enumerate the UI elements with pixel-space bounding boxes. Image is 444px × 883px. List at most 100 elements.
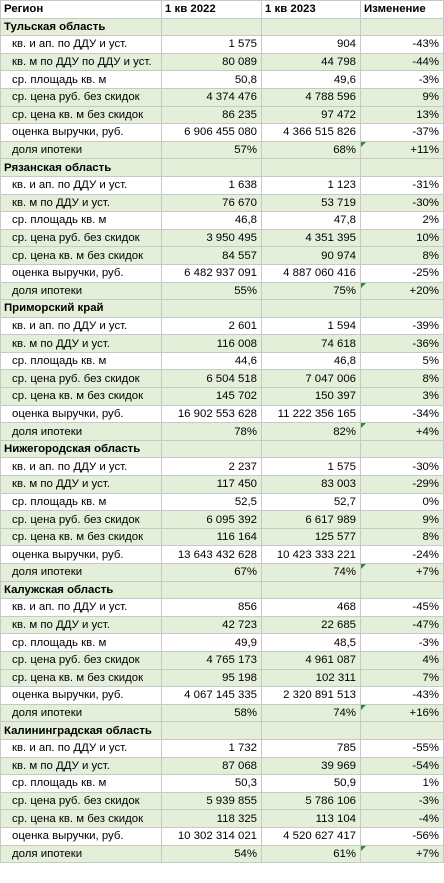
value-q1-2022: 3 950 495: [161, 228, 262, 248]
value-change: 5%: [360, 351, 444, 371]
metric-label: кв. м по ДДУ и уст.: [0, 475, 162, 494]
value-q1-2023: 75%: [261, 281, 361, 301]
value-change: -4%: [360, 809, 444, 828]
value-q1-2023: 74%: [261, 563, 361, 582]
empty-cell: [261, 439, 361, 459]
value-q1-2022: 10 302 314 021: [161, 826, 262, 846]
value-change: -36%: [360, 334, 444, 353]
value-change: 8%: [360, 246, 444, 265]
metric-label: ср. цена кв. м без скидок: [0, 246, 162, 265]
value-q1-2022: 52,5: [161, 492, 262, 512]
value-q1-2023: 61%: [261, 844, 361, 864]
value-q1-2022: 1 575: [161, 35, 262, 54]
metric-label: ср. цена кв. м без скидок: [0, 105, 162, 125]
value-q1-2022: 856: [161, 598, 262, 617]
value-change: 9%: [360, 510, 444, 529]
value-q1-2023: 68%: [261, 140, 361, 160]
value-q1-2023: 6 617 989: [261, 510, 361, 529]
value-q1-2022: 57%: [161, 140, 262, 160]
value-q1-2022: 86 235: [161, 105, 262, 125]
metric-label: ср. площадь кв. м: [0, 70, 162, 89]
value-change: +7%: [360, 563, 444, 582]
value-change: -24%: [360, 545, 444, 564]
table-row: кв. м по ДДУ и уст. 42 723 22 685 -47%: [0, 615, 444, 635]
value-q1-2023: 11 222 356 165: [261, 404, 361, 424]
value-q1-2022: 116 008: [161, 334, 262, 353]
metric-label: кв. и ап. по ДДУ и уст.: [0, 175, 162, 195]
value-q1-2023: 39 969: [261, 756, 361, 776]
empty-cell: [261, 17, 361, 37]
metric-label: ср. площадь кв. м: [0, 633, 162, 652]
value-change: +11%: [360, 140, 444, 160]
empty-cell: [360, 17, 444, 37]
metric-label: ср. цена руб. без скидок: [0, 228, 162, 248]
metric-label: ср. цена кв. м без скидок: [0, 387, 162, 406]
value-change: 1%: [360, 774, 444, 793]
metric-label: ср. цена кв. м без скидок: [0, 668, 162, 688]
region-row: Приморский край: [0, 299, 444, 318]
table-row: доля ипотеки 54% 61% +7%: [0, 844, 444, 864]
table-row: оценка выручки, руб. 4 067 145 335 2 320 8…: [0, 686, 444, 705]
table-row: кв. м по ДДУ и уст. 87 068 39 969 -54%: [0, 756, 444, 776]
value-q1-2022: 16 902 553 628: [161, 404, 262, 424]
value-q1-2022: 95 198: [161, 668, 262, 688]
value-q1-2023: 53 719: [261, 193, 361, 213]
table-row: ср. площадь кв. м 49,9 48,5 -3%: [0, 633, 444, 652]
value-change: -30%: [360, 193, 444, 213]
value-q1-2022: 78%: [161, 422, 262, 441]
value-change: -56%: [360, 826, 444, 846]
metric-label: ср. площадь кв. м: [0, 492, 162, 512]
value-q1-2022: 42 723: [161, 615, 262, 635]
value-q1-2023: 4 961 087: [261, 650, 361, 670]
value-q1-2022: 13 643 432 628: [161, 545, 262, 564]
metric-label: кв. м по ДДУ и уст.: [0, 193, 162, 213]
table-row: оценка выручки, руб. 10 302 314 021 4 520 …: [0, 826, 444, 846]
table-row: доля ипотеки 57% 68% +11%: [0, 140, 444, 160]
table-row: оценка выручки, руб. 6 906 455 080 4 366 5…: [0, 123, 444, 142]
table-row: ср. цена кв. м без скидок 84 557 90 974 8%: [0, 246, 444, 265]
empty-cell: [360, 299, 444, 318]
empty-cell: [261, 158, 361, 177]
table-row: ср. цена кв. м без скидок 118 325 113 104-…: [0, 809, 444, 828]
value-change: 8%: [360, 527, 444, 547]
metric-label: кв. м по ДДУ по ДДУ и уст.: [0, 52, 162, 72]
value-change: -44%: [360, 52, 444, 72]
metric-label: ср. цена руб. без скидок: [0, 791, 162, 811]
value-q1-2022: 4 067 145 335: [161, 686, 262, 705]
value-q1-2022: 6 482 937 091: [161, 263, 262, 283]
table-row: ср. цена руб. без скидок 6 095 392 6 617 9…: [0, 510, 444, 529]
value-change: 4%: [360, 650, 444, 670]
metric-label: ср. площадь кв. м: [0, 211, 162, 230]
header-q1-2023: 1 кв 2023: [261, 0, 361, 19]
table-row: ср. цена кв. м без скидок 116 164 125 577 8…: [0, 527, 444, 547]
metric-label: доля ипотеки: [0, 703, 162, 723]
value-q1-2023: 468: [261, 598, 361, 617]
value-q1-2023: 1 594: [261, 316, 361, 336]
table-row: ср. цена кв. м без скидок 86 235 97 472 13%: [0, 105, 444, 125]
table-row: доля ипотеки 67% 74% +7%: [0, 563, 444, 582]
empty-cell: [360, 439, 444, 459]
value-q1-2022: 2 237: [161, 457, 262, 477]
value-q1-2023: 22 685: [261, 615, 361, 635]
table-row: ср. цена руб. без скидок 4 765 173 4 961 0…: [0, 650, 444, 670]
region-row: Тульская область: [0, 17, 444, 37]
metric-label: ср. цена руб. без скидок: [0, 87, 162, 107]
value-q1-2023: 82%: [261, 422, 361, 441]
value-change: -30%: [360, 457, 444, 477]
value-q1-2022: 116 164: [161, 527, 262, 547]
value-change: 13%: [360, 105, 444, 125]
value-q1-2022: 1 732: [161, 738, 262, 758]
value-change: -39%: [360, 316, 444, 336]
value-q1-2023: 5 786 106: [261, 791, 361, 811]
empty-cell: [261, 299, 361, 318]
value-change: 9%: [360, 87, 444, 107]
value-q1-2022: 2 601: [161, 316, 262, 336]
table-row: кв. и ап. по ДДУ и уст. 2 237 1 575 -30%: [0, 457, 444, 477]
metric-label: ср. цена кв. м без скидок: [0, 809, 162, 828]
table-row: кв. и ап. по ДДУ и уст. 856 468 -45%: [0, 598, 444, 617]
value-q1-2022: 4 765 173: [161, 650, 262, 670]
header-row: Регион 1 кв 2022 1 кв 2023 Изменение: [0, 0, 444, 19]
table-row: кв. и ап. по ДДУ и уст. 2 601 1 594 -39%: [0, 316, 444, 336]
value-q1-2023: 2 320 891 513: [261, 686, 361, 705]
header-region: Регион: [0, 0, 162, 19]
